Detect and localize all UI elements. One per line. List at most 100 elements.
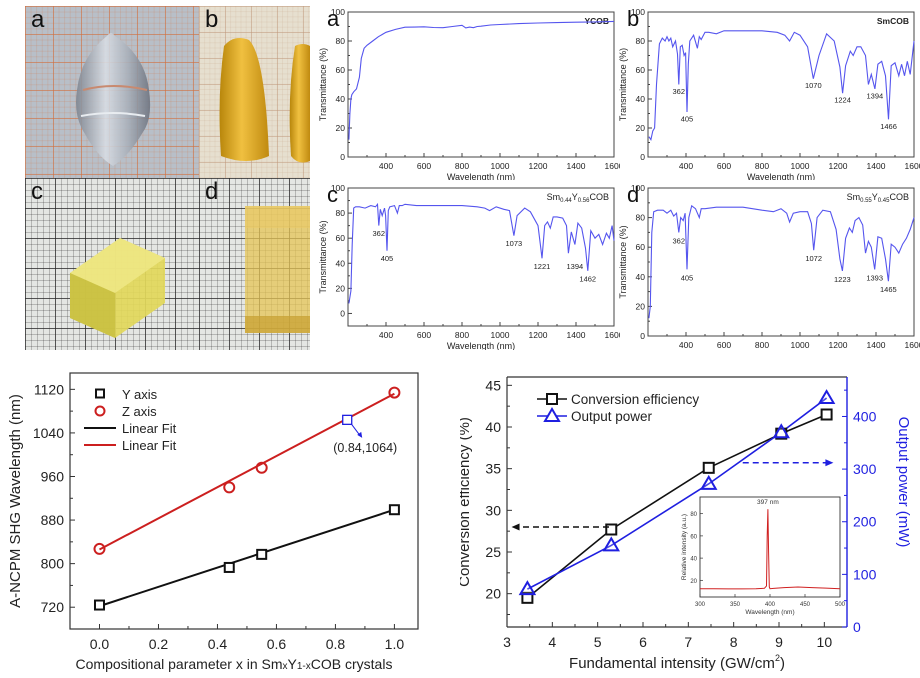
efficiency-point [521,591,534,604]
y-axis-label: Transmittance (%) [618,48,628,121]
y-tick-label: 20 [636,123,646,133]
y-tick-label: 60 [336,65,346,75]
panel-label-b: b [205,6,219,33]
z-axis-point [388,386,401,399]
inset-frame [699,496,841,598]
peak-label: 1073 [506,239,523,248]
y-tick-label: 100 [631,7,645,17]
spectrum-chart-d: 0204060801004006008001000120014001600Wav… [618,182,920,350]
x-tick-label: 7 [684,634,692,650]
y-axis-point [93,599,105,611]
peak-label: 362 [673,236,686,245]
x-tick-label: 0.8 [326,636,346,652]
y-axis-label: Transmittance (%) [618,225,628,298]
x-axis-label: Wavelength (nm) [747,172,815,180]
peak-label: 362 [673,87,686,96]
x-tick-label: 600 [417,161,431,171]
plot-frame [69,372,419,630]
transmittance-curve [348,20,615,140]
y-tick-label: 20 [485,586,501,602]
x-tick-label: 1600 [905,161,920,171]
plot-frame [347,11,615,158]
inset-x-tick-label: 400 [765,602,776,608]
x-tick-label: 600 [717,161,731,171]
peak-label: 405 [381,254,394,263]
power-point [602,536,621,552]
peak-label: 405 [681,115,694,124]
x-tick-label: 1000 [491,330,510,340]
x-tick-label: 1200 [829,161,848,171]
panel-label-d: d [205,178,219,205]
power-point [817,389,836,405]
inset-y-axis-label: Relative intensity (a.u.) [681,514,688,580]
y-tick-label: 30 [485,502,501,518]
x-tick-label: 9 [775,634,783,650]
y-tick-label: 45 [485,377,501,393]
peak-label: 405 [681,273,694,282]
spectrum-chart-a: 0 20 40 60 80 100 400 600 800 1000 1200 1400 1600 Wav… [318,6,620,180]
panel-label-c: c [31,178,43,205]
right-arrowhead [825,459,834,467]
z-axis-point [93,542,106,555]
y-tick-label: 100 [631,183,645,193]
peak-label: 362 [373,229,386,238]
crystal-d-image [245,206,310,333]
legend-label: Linear Fit [122,421,177,436]
x-axis-label: Wavelength (nm) [447,341,515,350]
y-axis-label: Transmittance (%) [318,48,328,121]
crystal-c-image [70,238,165,338]
inset-x-tick-label: 500 [835,602,846,608]
y-axis-point [388,504,400,516]
x-axis-label: Compositional parameter x in SmxY1-xCOB … [76,656,393,672]
x-tick-label: 5 [594,634,602,650]
x-tick-label: 1000 [491,161,510,171]
power-point [772,423,791,439]
panel-label-a: a [31,6,45,33]
transmittance-curve [348,202,615,304]
y-tick-label: 20 [636,301,646,311]
x-tick-label: 1200 [829,340,848,350]
x-tick-label: 1400 [867,340,886,350]
x-axis-label: Wavelength (nm) [447,172,515,180]
peak-label: 1394 [867,91,884,100]
spectrum-title: SmCOB [877,16,909,26]
y-axis-label: A-NCPM SHG Wavelength (nm) [7,394,24,608]
x-tick-label: 0.0 [90,636,110,652]
y-axis-label: Transmittance (%) [318,220,328,293]
legend-label: Linear Fit [122,438,177,453]
x-tick-label: 6 [639,634,647,650]
x-axis-label: Fundamental intensity (GW/cm2) [569,653,785,672]
x-tick-label: 400 [679,161,693,171]
x-tick-label: 1200 [529,161,548,171]
efficiency-point [702,461,715,474]
efficiency-point [605,523,618,536]
y-tick-label: 35 [485,461,501,477]
x-tick-label: 800 [755,340,769,350]
spectrum-chart-c: 0 20 40 60 80 100 400 600 800 1000 1200 1400 1600 Wav… [318,182,620,350]
y-tick-label: 0 [340,152,345,162]
x-tick-label: 600 [417,330,431,340]
transmittance-curve [648,30,915,141]
y-tick-label: 40 [336,258,346,268]
peak-label: 1466 [880,122,897,131]
crystal-a-image [76,33,151,166]
inset-y-tick-label: 60 [690,534,697,540]
legend-label: Y axis [122,387,158,402]
panel-label: a [327,6,340,31]
y-tick-label: 80 [336,208,346,218]
y-tick-label: 60 [336,233,346,243]
legend-square-icon [95,388,105,399]
y-tick-label: 1120 [34,381,64,397]
y-tick-label: 40 [336,94,346,104]
photo-b: b [199,6,310,178]
y-tick-label: 20 [336,283,346,293]
x-tick-label: 1000 [791,161,810,171]
x-tick-label: 8 [730,634,738,650]
shg-wavelength-chart: 720 800 880 960 1040 1120 0.0 0.2 0.4 0.6 0.8 1.0 Co… [7,372,419,672]
x-tick-label: 3 [503,634,511,650]
legend-label: Z axis [122,404,157,419]
y-tick-label: 960 [41,468,65,484]
y-tick-label: 20 [336,123,346,133]
highlight-point [342,414,353,425]
y-tick-label: 0 [640,331,645,341]
